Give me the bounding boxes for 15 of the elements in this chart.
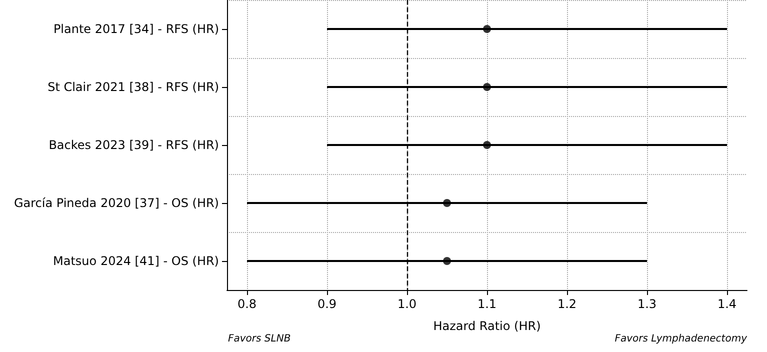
- y-tick-label: García Pineda 2020 [37] - OS (HR): [14, 196, 219, 210]
- y-tick-label: Plante 2017 [34] - RFS (HR): [53, 22, 219, 36]
- x-tick-label: 1.0: [397, 297, 417, 311]
- x-axis-title: Hazard Ratio (HR): [433, 319, 541, 333]
- x-tick-label: 0.8: [237, 297, 257, 311]
- x-tick-label: 1.2: [557, 297, 577, 311]
- y-tick-label: Backes 2023 [39] - RFS (HR): [48, 138, 219, 152]
- text: Favors SLNB: [228, 334, 291, 344]
- x-tick-label: 1.3: [637, 297, 657, 311]
- x-tick-label: 1.4: [717, 297, 737, 311]
- x-tick-label: 0.9: [317, 297, 337, 311]
- x-tick-label: 1.1: [477, 297, 497, 311]
- y-tick-label: Matsuo 2024 [41] - OS (HR): [53, 254, 219, 268]
- text: Favors Lymphadenectomy: [614, 334, 748, 344]
- y-tick-label: St Clair 2021 [38] - RFS (HR): [48, 80, 219, 94]
